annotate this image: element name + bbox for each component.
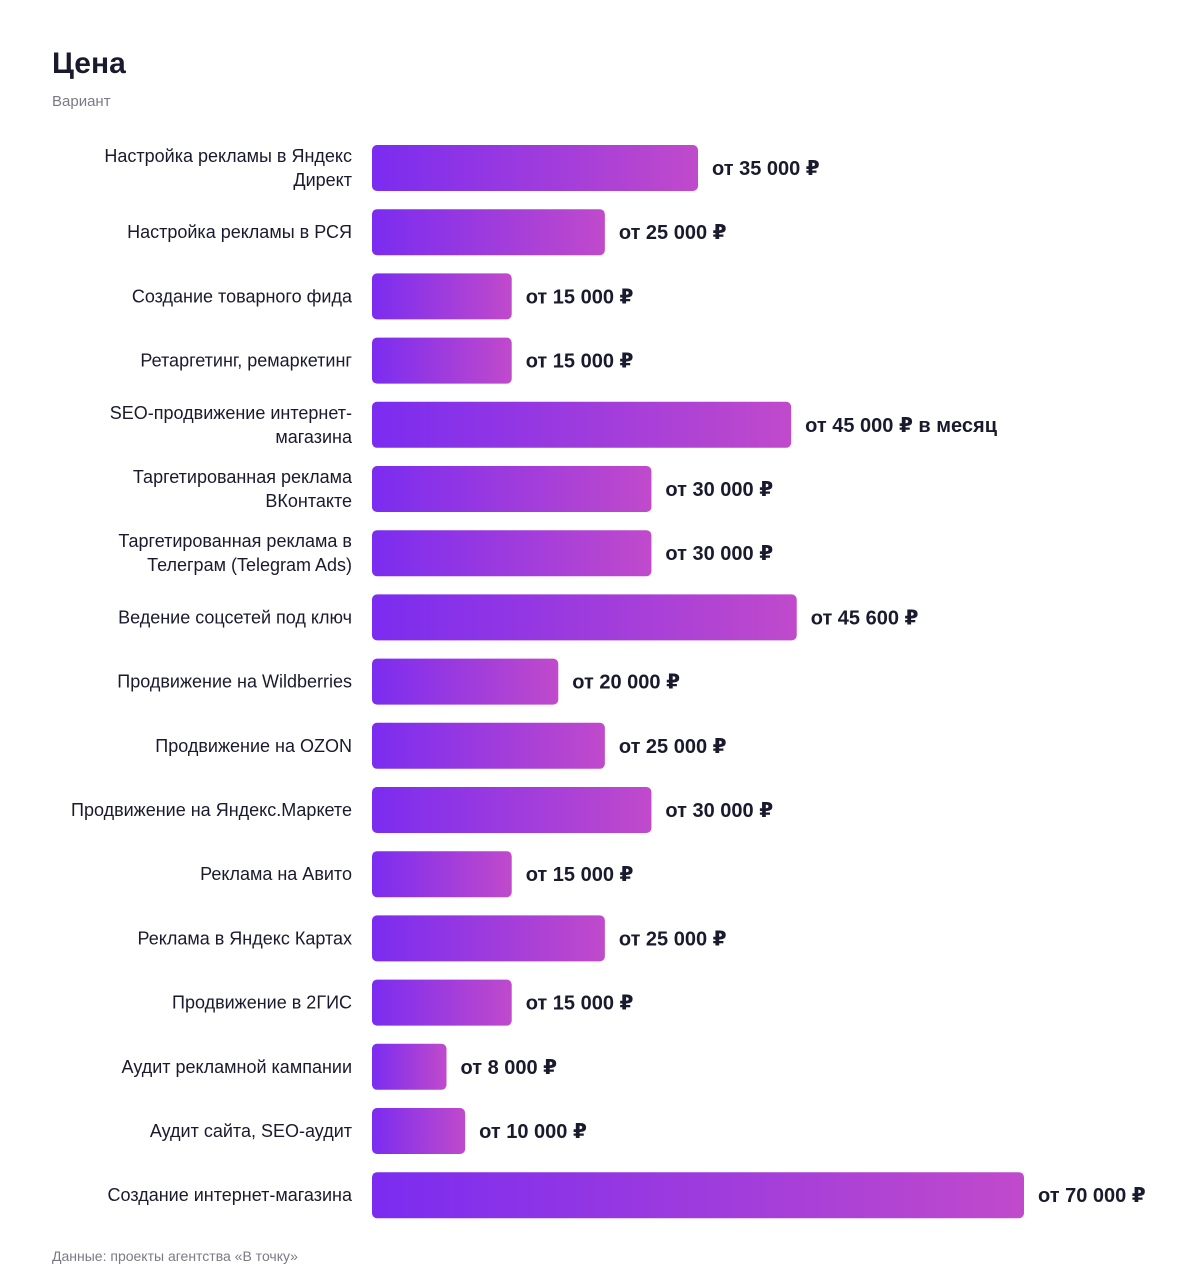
bar	[372, 915, 605, 962]
category-label: Продвижение на OZON	[155, 736, 352, 756]
category-label: Создание товарного фида	[132, 286, 353, 306]
category-label: SEO-продвижение интернет-магазина	[110, 403, 353, 447]
value-label: от 20 000 ₽	[572, 672, 680, 694]
value-label: от 15 000 ₽	[526, 351, 634, 373]
value-label: от 15 000 ₽	[526, 864, 634, 886]
bar	[372, 530, 652, 577]
bar	[372, 209, 605, 256]
value-label: от 70 000 ₽	[1038, 1185, 1146, 1207]
bars-group: Настройка рекламы в Яндекс Директ от 35 00…	[71, 145, 1146, 1219]
chart-title: Цена	[52, 47, 126, 80]
bar	[372, 1108, 466, 1154]
category-label: Ведение соцсетей под ключ	[118, 607, 352, 627]
value-label: от 25 000 ₽	[619, 222, 727, 244]
category-label: Создание интернет-магазина	[108, 1185, 353, 1205]
category-label: Продвижение в 2ГИС	[172, 993, 352, 1013]
bar	[372, 466, 652, 512]
value-label: от 15 000 ₽	[526, 286, 634, 308]
bar	[372, 979, 512, 1026]
bar	[372, 1172, 1024, 1219]
category-label: Реклама в Яндекс Картах	[138, 928, 352, 948]
value-label: от 35 000 ₽	[712, 158, 820, 180]
bar	[372, 658, 559, 705]
value-label: от 25 000 ₽	[619, 736, 727, 758]
data-source-note: Данные: проекты агентства «В точку»	[52, 1248, 298, 1264]
category-label: Таргетированная реклама ВКонтакте	[133, 467, 353, 511]
value-label: от 10 000 ₽	[479, 1121, 587, 1143]
value-label: от 30 000 ₽	[665, 479, 773, 501]
bar	[372, 337, 512, 384]
bar	[372, 787, 652, 833]
category-label: Реклама на Авито	[200, 864, 352, 884]
category-label: Аудит рекламной кампании	[122, 1057, 352, 1077]
bar	[372, 401, 792, 448]
category-label: Аудит сайта, SEO-аудит	[150, 1121, 352, 1141]
category-label: Настройка рекламы в РСЯ	[127, 222, 352, 242]
category-label: Настройка рекламы в Яндекс Директ	[104, 146, 352, 190]
value-label: от 30 000 ₽	[665, 800, 773, 822]
value-label: от 45 000 ₽ в месяц	[805, 415, 998, 437]
category-label: Продвижение на Wildberries	[117, 672, 352, 692]
bar	[372, 273, 512, 320]
chart-subtitle: Вариант	[52, 93, 111, 110]
category-label: Таргетированная реклама в Телеграм (Teleg…	[118, 531, 352, 575]
category-label: Ретаргетинг, ремаркетинг	[140, 351, 352, 371]
category-label: Продвижение на Яндекс.Маркете	[71, 800, 352, 820]
bar	[372, 722, 605, 769]
bar	[372, 851, 512, 898]
bar	[372, 1043, 447, 1090]
bar	[372, 145, 698, 191]
bar	[372, 594, 797, 641]
value-label: от 8 000 ₽	[461, 1057, 558, 1079]
value-label: от 25 000 ₽	[619, 928, 727, 950]
value-label: от 15 000 ₽	[526, 993, 634, 1015]
value-label: от 30 000 ₽	[665, 543, 773, 565]
value-label: от 45 600 ₽	[811, 607, 919, 629]
